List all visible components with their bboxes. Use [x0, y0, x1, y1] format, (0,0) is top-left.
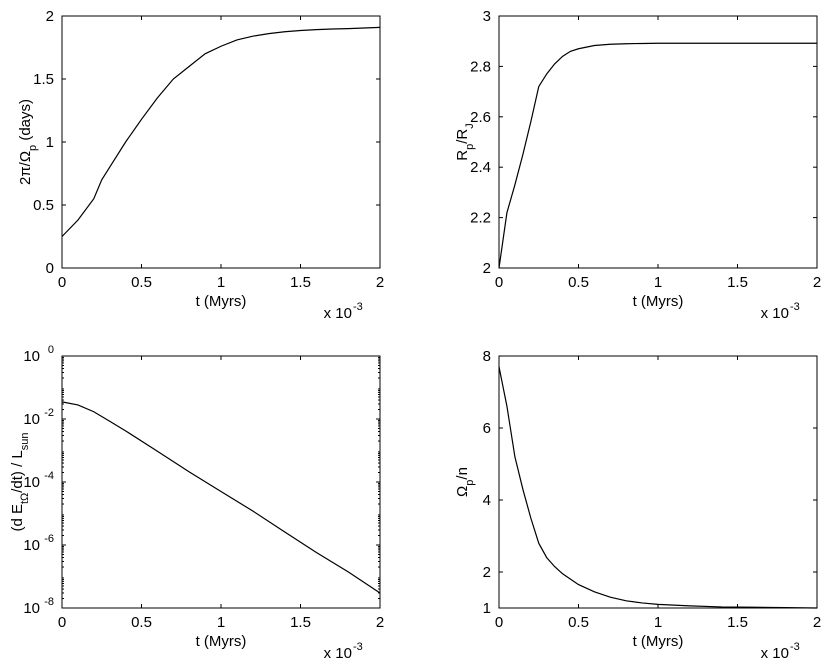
y-tick-label: 3	[483, 8, 491, 25]
x-tick-label: 0.5	[131, 614, 152, 631]
y-axis-label: 2π/Ωp (days)	[17, 99, 39, 185]
x-multiplier: x 10	[761, 305, 789, 322]
y-tick-label: 1.5	[33, 71, 54, 88]
x-multiplier-exponent: -3	[353, 301, 363, 313]
y-tick-exponent: -2	[44, 407, 54, 419]
x-multiplier: x 10	[324, 645, 352, 662]
plot-frame	[498, 355, 818, 609]
panel-spin-ratio: 0 0.5 1 1.5 2 1 2 4 6 8 t (Myrs) x 10 -3 Ωp/n	[454, 348, 821, 662]
y-axis-label: (d EtΩ/dt) / Lsun	[9, 432, 31, 531]
x-axis-label: t (Myrs)	[633, 293, 684, 310]
y-tick-label: 2.4	[470, 159, 491, 176]
y-label-subscript: J	[464, 123, 476, 129]
y-tick-label: 10	[23, 537, 40, 554]
y-tick-label: 2	[483, 564, 491, 581]
y-tick-label: 2	[483, 260, 491, 277]
plot-frame	[61, 15, 381, 269]
y-axis-label: Rp/RJ	[454, 123, 476, 160]
y-tick-label: 8	[483, 348, 491, 365]
x-tick-label: 2	[376, 614, 384, 631]
x-tick-label: 1.5	[290, 614, 311, 631]
series-line	[61, 26, 381, 237]
y-tick-label: 0	[46, 260, 54, 277]
y-tick-label: 1	[46, 134, 54, 151]
x-tick-label: 0	[58, 274, 66, 291]
y-label-text: 2π/Ω	[17, 151, 34, 185]
panel-tidal-luminosity: 0 0.5 1 1.5 2 10 -8 10 -6 10 -4 10 -2 10 0 t (Myrs) x 10…	[9, 344, 384, 662]
panel-rotation-period: 0 0.5 1 1.5 2 0 0.5 1 1.5 2 t (Myrs) x 10 -3 2π/Ωp (d…	[17, 8, 384, 322]
y-tick-exponent: -6	[44, 533, 54, 545]
panel-planet-radius: 0 0.5 1 1.5 2 2 2.2 2.4 2.6 2.8 3 t (Myrs) x 10 -3 Rp/…	[454, 8, 821, 322]
x-tick-label: 1	[654, 614, 662, 631]
x-tick-label: 1.5	[727, 614, 748, 631]
y-label-subscript: tΩ	[19, 493, 31, 504]
x-tick-label: 1	[654, 274, 662, 291]
plot-frame	[498, 15, 818, 269]
x-axis-label: t (Myrs)	[196, 633, 247, 650]
x-tick-label: 1.5	[727, 274, 748, 291]
y-label-text: R	[454, 150, 471, 161]
y-tick-exponent: 0	[48, 344, 54, 356]
x-tick-label: 0.5	[568, 274, 589, 291]
x-multiplier-exponent: -3	[790, 301, 800, 313]
x-tick-label: 0	[58, 614, 66, 631]
y-tick-label: 10	[23, 411, 40, 428]
x-tick-label: 1	[217, 614, 225, 631]
x-multiplier: x 10	[324, 305, 352, 322]
x-tick-label: 1.5	[290, 274, 311, 291]
y-label-text: (days)	[17, 99, 34, 145]
y-tick-label: 10	[23, 600, 40, 617]
y-tick-label: 2.6	[470, 109, 491, 126]
x-tick-label: 0	[495, 274, 503, 291]
x-tick-label: 2	[376, 274, 384, 291]
x-tick-label: 0	[495, 614, 503, 631]
series-line	[498, 42, 817, 269]
x-axis-label: t (Myrs)	[196, 293, 247, 310]
y-tick-label: 1	[483, 600, 491, 617]
y-tick-label: 6	[483, 420, 491, 437]
x-tick-label: 2	[813, 274, 821, 291]
y-label-text: Ω	[454, 486, 471, 497]
y-tick-exponent: -4	[44, 470, 54, 482]
y-label-subscript: sun	[19, 432, 31, 450]
x-multiplier-exponent: -3	[353, 641, 363, 653]
y-tick-exponent: -8	[44, 596, 54, 608]
series-line	[498, 366, 818, 609]
x-tick-label: 0.5	[568, 614, 589, 631]
y-label-subscript: p	[464, 480, 476, 486]
y-tick-label: 2.8	[470, 58, 491, 75]
x-tick-label: 0.5	[131, 274, 152, 291]
x-multiplier-exponent: -3	[790, 641, 800, 653]
y-label-text: /R	[454, 129, 471, 144]
y-tick-label: 0.5	[33, 197, 54, 214]
y-axis-label: Ωp/n	[454, 467, 476, 497]
plot-frame	[61, 355, 381, 609]
y-tick-label: 10	[23, 474, 40, 491]
y-label-subscript: p	[464, 144, 476, 150]
y-tick-label: 2	[46, 8, 54, 25]
x-axis-label: t (Myrs)	[633, 633, 684, 650]
y-label-subscript: p	[27, 145, 39, 151]
y-label-text: (d E	[9, 504, 26, 532]
y-tick-label: 4	[483, 492, 491, 509]
x-multiplier: x 10	[761, 645, 789, 662]
y-tick-label: 10	[23, 348, 40, 365]
y-tick-label: 2.2	[470, 210, 491, 227]
x-tick-label: 1	[217, 274, 225, 291]
y-label-text: /n	[454, 467, 471, 480]
x-tick-label: 2	[813, 614, 821, 631]
series-line	[61, 401, 381, 594]
y-label-text: /dt) / L	[9, 450, 26, 493]
